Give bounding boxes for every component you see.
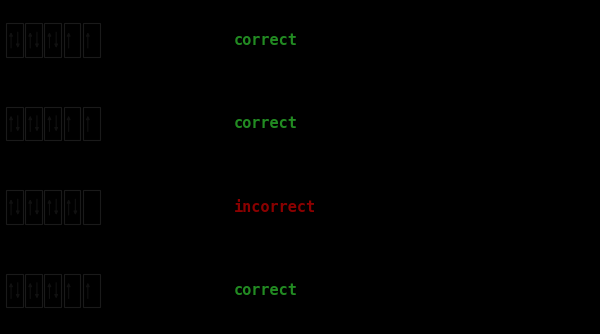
- Bar: [6, 274, 23, 307]
- Bar: [64, 274, 80, 307]
- Text: incorrect: incorrect: [234, 200, 316, 214]
- Bar: [83, 190, 100, 224]
- Bar: [25, 190, 42, 224]
- Bar: [6, 107, 23, 140]
- Bar: [6, 190, 23, 224]
- Bar: [25, 107, 42, 140]
- Bar: [6, 23, 23, 57]
- Bar: [44, 274, 61, 307]
- Text: correct: correct: [234, 33, 298, 47]
- Bar: [83, 107, 100, 140]
- Bar: [44, 190, 61, 224]
- Bar: [44, 107, 61, 140]
- Bar: [64, 23, 80, 57]
- Bar: [25, 274, 42, 307]
- Text: correct: correct: [234, 283, 298, 298]
- Bar: [64, 107, 80, 140]
- Bar: [83, 274, 100, 307]
- Bar: [64, 190, 80, 224]
- Bar: [25, 23, 42, 57]
- Bar: [83, 23, 100, 57]
- Bar: [44, 23, 61, 57]
- Text: correct: correct: [234, 116, 298, 131]
